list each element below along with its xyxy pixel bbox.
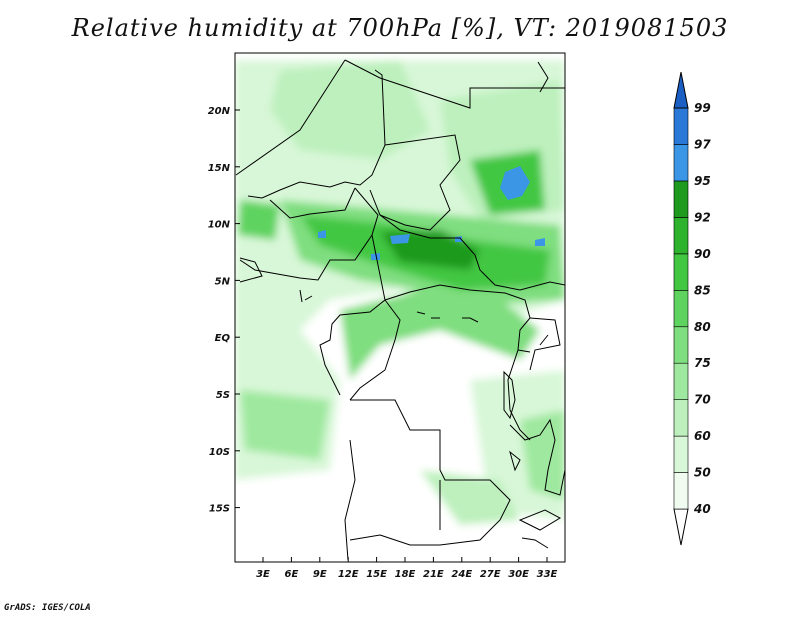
lat-tick-label: 10N [208, 220, 231, 231]
colorbar-bin [673, 107, 689, 145]
colorbar-label: 95 [694, 174, 711, 188]
lon-tick-label: 18E [395, 569, 416, 580]
colorbar-label: 92 [694, 210, 711, 224]
colorbar-label: 99 [694, 101, 711, 115]
colorbar-label: 50 [694, 466, 711, 480]
map-title: Relative humidity at 700hPa [%], VT: 201… [71, 14, 729, 42]
lon-axis: 3E 6E 9E 12E 15E 18E 21E 24E 27E 30E 33E [256, 557, 558, 580]
lat-tick-label: 20N [208, 106, 231, 117]
lon-tick-label: 27E [480, 569, 501, 580]
colorbar-high-end [673, 71, 689, 109]
colorbar-bin [673, 180, 689, 218]
colorbar-label: 75 [694, 356, 711, 370]
colorbar-bin [673, 472, 689, 510]
lon-tick-label: 15E [366, 569, 387, 580]
lon-tick-label: 30E [508, 569, 529, 580]
lon-tick-label: 12E [338, 569, 359, 580]
humidity-peaks [318, 166, 545, 260]
colorbar-label: 85 [694, 283, 711, 297]
colorbar-low-end [673, 508, 689, 546]
colorbar-bin [673, 253, 689, 291]
colorbar-bin [673, 399, 689, 437]
lon-tick-label: 3E [256, 569, 270, 580]
colorbar-label: 40 [693, 502, 711, 516]
lon-tick-label: 33E [537, 569, 558, 580]
lat-tick-label: EQ [215, 333, 231, 344]
lat-tick-label: 15S [209, 504, 230, 515]
lon-tick-label: 9E [313, 569, 327, 580]
lat-tick-label: 10S [209, 447, 230, 458]
lat-tick-label: 5S [216, 390, 230, 401]
lat-tick-label: 15N [208, 163, 231, 174]
grads-credit: GrADS: IGES/COLA [4, 603, 91, 613]
colorbar-label: 97 [694, 138, 711, 152]
lat-tick-label: 5N [215, 276, 231, 287]
colorbar-bin [673, 217, 689, 255]
colorbar-bin [673, 289, 689, 328]
colorbar-label: 70 [694, 393, 711, 407]
colorbar-bin [673, 144, 689, 182]
colorbar-label: 80 [694, 320, 711, 334]
country-borders [235, 59, 565, 561]
lon-tick-label: 21E [423, 569, 444, 580]
lon-tick-label: 6E [285, 569, 299, 580]
colorbar-label: 60 [694, 429, 711, 443]
colorbar-label: 90 [694, 247, 711, 261]
colorbar: 40 50 60 70 75 80 85 90 92 95 97 99 [673, 71, 711, 546]
colorbar-bin [673, 435, 689, 473]
lon-tick-label: 24E [451, 569, 472, 580]
map-frame [234, 52, 566, 563]
colorbar-bin [673, 362, 689, 400]
humidity-field [235, 53, 565, 562]
lat-axis: 20N 15N 10N 5N EQ 5S 10S 15S [208, 106, 240, 515]
colorbar-bin [673, 326, 689, 364]
